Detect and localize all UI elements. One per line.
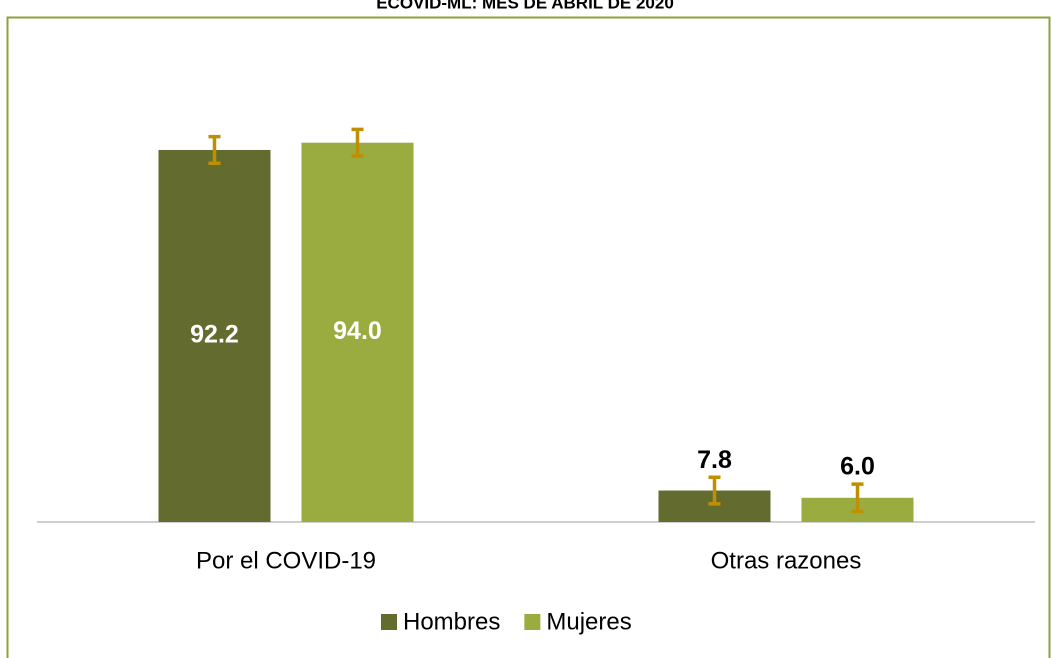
x-tick-label: Otras razones <box>711 547 862 574</box>
data-label: 7.8 <box>697 446 732 474</box>
legend-swatch <box>381 614 397 630</box>
error-bar <box>851 482 864 514</box>
data-label: 6.0 <box>840 453 875 481</box>
data-label: 92.2 <box>190 321 239 349</box>
legend-swatch <box>524 614 541 630</box>
legend-label: Hombres <box>403 608 500 635</box>
chart-frame <box>6 16 1051 658</box>
bar <box>158 149 271 522</box>
data-label: 94.0 <box>333 317 382 345</box>
error-bar <box>708 475 721 506</box>
x-tick-label: Por el COVID-19 <box>196 547 376 574</box>
chart-title: ECOVID-ML: MES DE ABRIL DE 2020 <box>376 0 674 12</box>
error-bar <box>208 134 221 166</box>
error-bar <box>351 127 364 158</box>
bar <box>301 142 414 522</box>
legend-label: Mujeres <box>546 608 631 635</box>
